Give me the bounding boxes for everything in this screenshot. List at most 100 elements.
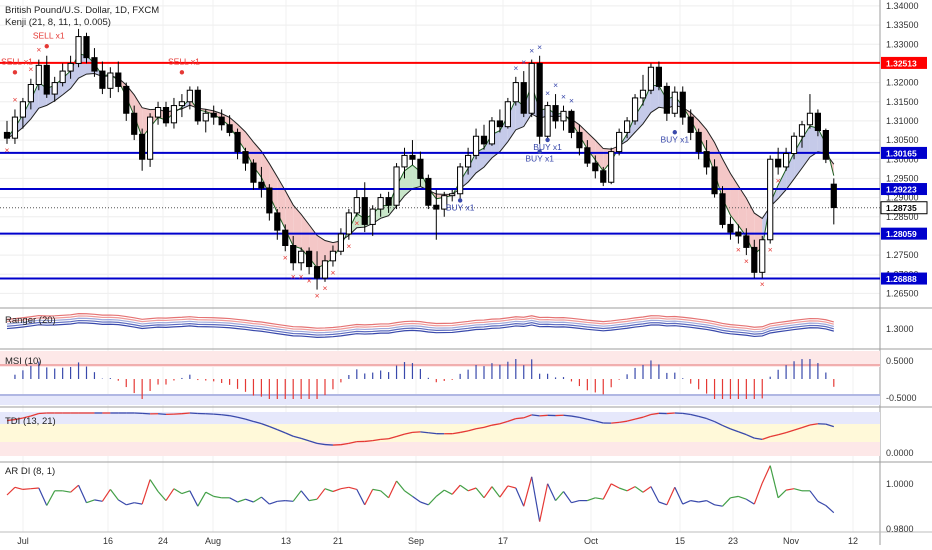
candle-body[interactable] [186, 89, 193, 103]
candle-body[interactable] [631, 97, 639, 122]
candle-body[interactable] [298, 250, 305, 264]
candle-body[interactable] [520, 82, 527, 114]
candle-body[interactable] [480, 135, 488, 145]
candle-body[interactable] [830, 183, 837, 209]
candle-body[interactable] [822, 130, 829, 160]
candle-body[interactable] [703, 151, 710, 168]
candle-body[interactable] [735, 231, 742, 237]
candle-body[interactable] [798, 124, 806, 137]
candle-body[interactable] [59, 70, 66, 84]
candle-body[interactable] [266, 187, 273, 214]
candle-body[interactable] [290, 245, 297, 264]
candle-body[interactable] [242, 151, 249, 164]
candle-body[interactable] [751, 246, 758, 273]
candle-body[interactable] [369, 208, 376, 225]
candle-body[interactable] [775, 158, 782, 168]
candle-body[interactable] [711, 166, 718, 195]
candle-body[interactable] [806, 112, 814, 126]
candle-body[interactable] [337, 233, 344, 252]
candle-body[interactable] [361, 197, 368, 225]
candle-body[interactable] [226, 124, 233, 133]
candle-body[interactable] [162, 107, 170, 124]
candle-body[interactable] [624, 120, 631, 133]
candle-body[interactable] [496, 120, 503, 128]
candle-body[interactable] [202, 112, 209, 122]
candle-body[interactable] [759, 239, 766, 273]
candle-body[interactable] [282, 229, 289, 247]
candle-body[interactable] [576, 131, 583, 149]
candle-body[interactable] [139, 133, 146, 160]
candle-body[interactable] [154, 107, 162, 118]
candle-body[interactable] [329, 250, 337, 262]
candle-body[interactable] [544, 105, 551, 137]
candle-body[interactable] [417, 158, 424, 179]
candle-body[interactable] [306, 250, 313, 268]
candle-body[interactable] [814, 112, 821, 131]
candle-body[interactable] [353, 197, 360, 214]
candle-body[interactable] [274, 212, 281, 231]
candle-body[interactable] [210, 112, 217, 118]
candle-body[interactable] [409, 154, 416, 160]
candle-body[interactable] [695, 131, 702, 153]
candle-body[interactable] [425, 177, 432, 206]
candle-body[interactable] [433, 204, 440, 210]
candle-body[interactable] [488, 120, 496, 145]
candle-body[interactable] [639, 89, 647, 99]
candle-body[interactable] [465, 154, 472, 168]
candle-body[interactable] [194, 89, 201, 122]
candle-body[interactable] [250, 162, 257, 183]
candle-body[interactable] [11, 116, 19, 139]
candle-body[interactable] [560, 110, 567, 122]
candle-body[interactable] [27, 84, 34, 103]
candle-body[interactable] [377, 197, 384, 210]
candle-body[interactable] [123, 85, 130, 114]
candle-body[interactable] [67, 62, 74, 72]
candle-body[interactable] [218, 116, 225, 126]
candle-body[interactable] [719, 193, 726, 225]
candle-body[interactable] [441, 195, 448, 210]
candle-body[interactable] [178, 101, 186, 107]
candle-body[interactable] [536, 62, 543, 137]
candle-body[interactable] [43, 64, 50, 95]
candle-body[interactable] [608, 151, 615, 183]
candle-body[interactable] [83, 36, 90, 59]
candle-body[interactable] [234, 131, 241, 153]
candle-body[interactable] [258, 181, 265, 189]
candle-body[interactable] [131, 112, 138, 135]
candle-body[interactable] [504, 101, 511, 128]
candle-body[interactable] [783, 153, 790, 168]
candles[interactable] [3, 28, 837, 290]
candle-body[interactable] [75, 36, 82, 64]
candle-body[interactable] [671, 91, 678, 114]
candle-body[interactable] [647, 66, 655, 91]
candle-body[interactable] [790, 135, 798, 154]
candle-body[interactable] [687, 116, 694, 133]
candle-body[interactable] [19, 101, 26, 118]
candle-body[interactable] [147, 116, 154, 160]
candle-body[interactable] [727, 223, 734, 233]
candle-body[interactable] [767, 158, 774, 241]
candle-body[interactable] [512, 82, 519, 103]
candle-body[interactable] [91, 57, 98, 72]
candle-body[interactable] [3, 131, 11, 139]
candle-body[interactable] [743, 235, 750, 248]
candle-body[interactable] [552, 105, 559, 122]
candle-body[interactable] [115, 72, 122, 87]
candle-body[interactable] [385, 197, 392, 206]
candle-body[interactable] [313, 266, 321, 279]
candle-body[interactable] [51, 82, 58, 95]
candle-body[interactable] [170, 105, 178, 124]
candle-body[interactable] [35, 64, 42, 86]
candle-body[interactable] [528, 62, 535, 114]
candle-body[interactable] [600, 170, 607, 183]
candle-body[interactable] [679, 91, 686, 118]
candle-body[interactable] [393, 166, 400, 206]
candle-body[interactable] [592, 162, 599, 172]
candle-body[interactable] [99, 70, 106, 89]
candle-body[interactable] [616, 131, 623, 153]
candle-body[interactable] [321, 260, 329, 279]
candle-body[interactable] [663, 85, 670, 114]
candle-body[interactable] [401, 154, 408, 168]
candle-body[interactable] [457, 166, 464, 195]
